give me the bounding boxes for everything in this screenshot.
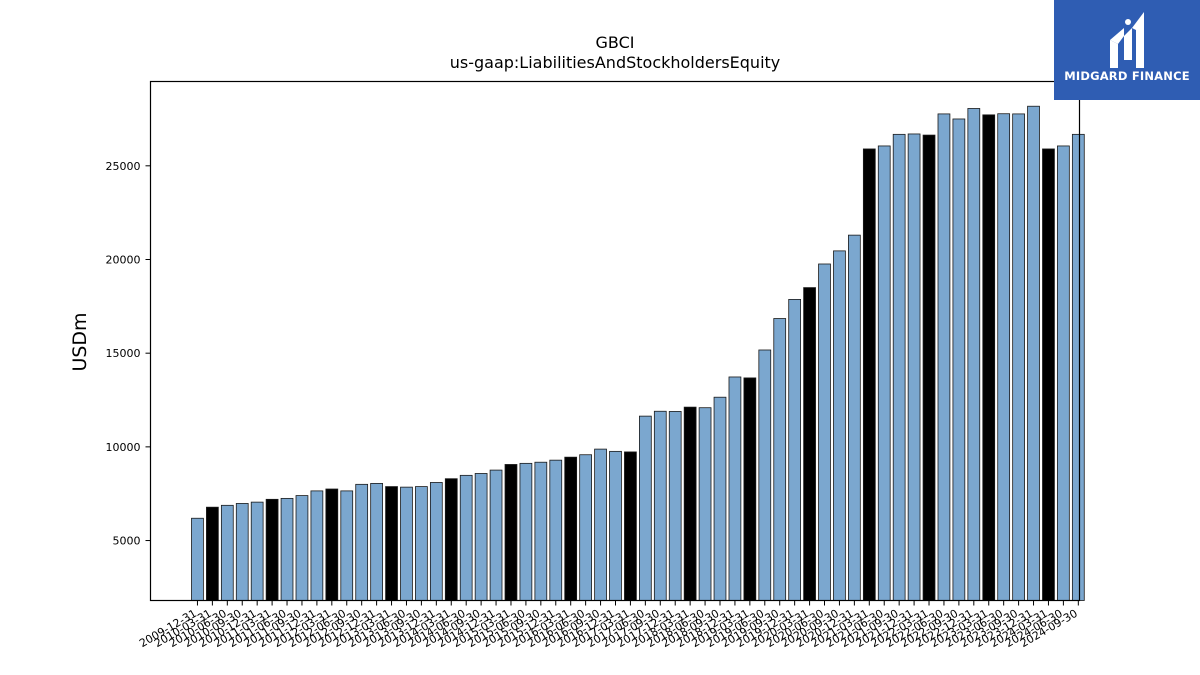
bar-2015-09-30: [534, 461, 548, 601]
bar-2018-03-31: [683, 406, 697, 601]
bar-2022-12-31: [967, 108, 981, 601]
bar-2013-12-31: [429, 482, 443, 601]
bar-2014-06-30: [459, 474, 473, 601]
bar-2019-12-31: [788, 299, 802, 601]
bar-2017-09-30: [653, 410, 667, 601]
bar-2015-12-31: [549, 459, 563, 601]
y-tick-label: 5000: [113, 535, 141, 548]
bar-2015-03-31: [504, 464, 518, 601]
bar-2010-03-31: [206, 506, 219, 601]
brand-name: MIDGARD FINANCE: [1064, 69, 1190, 83]
bar-2012-12-31: [370, 482, 383, 601]
bar-2011-09-30: [295, 495, 309, 601]
bar-2010-06-30: [220, 504, 234, 601]
bar-2012-09-30: [355, 483, 369, 601]
bar-2018-09-30: [713, 396, 727, 601]
bar-2021-06-30: [877, 145, 891, 601]
bar-2024-06-30: [1057, 145, 1070, 601]
bar-2019-06-30: [758, 349, 772, 601]
bar-2018-12-31: [728, 376, 742, 601]
bar-2017-03-31: [624, 451, 637, 601]
bar-2011-03-31: [265, 498, 279, 601]
bar-2009-12-31: [191, 517, 204, 601]
bar-2019-03-31: [743, 377, 757, 601]
bar-2013-03-31: [385, 486, 398, 601]
bar-2021-12-31: [907, 133, 921, 601]
bar-2020-03-31: [803, 287, 816, 601]
bar-2016-06-30: [579, 454, 592, 601]
bar-2011-06-30: [280, 497, 294, 601]
bar-2024-09-30: [1071, 133, 1085, 601]
brand-logo: MIDGARD FINANCE: [1054, 0, 1200, 100]
plot-frame: [149, 80, 1081, 602]
bar-2012-06-30: [340, 490, 354, 601]
bar-2021-09-30: [892, 133, 906, 601]
y-axis: 5000 10000 15000 20000 25000: [106, 160, 151, 548]
bar-2023-09-30: [1012, 113, 1025, 601]
bar-2023-12-31: [1027, 105, 1040, 601]
bar-2018-06-30: [698, 407, 712, 601]
bar-2014-09-30: [474, 473, 488, 601]
bar-2020-09-30: [833, 250, 846, 601]
x-axis: 2009-12-312010-03-312010-06-302010-09-30…: [137, 600, 1080, 650]
bar-2012-03-31: [325, 488, 339, 601]
y-tick-label: 10000: [106, 441, 141, 454]
bar-2014-12-31: [489, 469, 503, 601]
bar-2022-03-31: [922, 134, 936, 601]
y-axis-label: USDm: [69, 312, 91, 371]
y-tick-label: 20000: [106, 253, 141, 266]
bar-2024-03-31: [1042, 148, 1055, 601]
bar-2015-06-30: [519, 462, 533, 601]
bar-2020-06-30: [818, 263, 831, 601]
bar-2021-03-31: [862, 148, 876, 601]
bar-2017-12-31: [668, 411, 682, 601]
bar-2022-09-30: [952, 118, 966, 601]
bar-2023-03-31: [982, 114, 996, 601]
bars-group: [191, 105, 1085, 601]
bar-2016-12-31: [609, 450, 622, 601]
bar-2010-09-30: [235, 503, 249, 601]
bar-2011-12-31: [310, 490, 324, 601]
bar-2016-03-31: [564, 456, 578, 601]
bar-2020-12-31: [848, 234, 861, 601]
bar-2017-06-30: [639, 415, 652, 601]
y-tick-label: 25000: [106, 160, 141, 173]
bar-2013-06-30: [400, 486, 413, 601]
midgard-logo-icon: [1110, 12, 1144, 68]
bar-2010-12-31: [250, 501, 264, 601]
y-tick-label: 15000: [106, 347, 141, 360]
bar-2023-06-30: [997, 113, 1011, 601]
bar-2014-03-31: [444, 478, 458, 601]
bar-2019-09-30: [773, 318, 787, 601]
chart-title: GBCI: [596, 33, 635, 52]
bar-2016-09-30: [594, 448, 607, 601]
bar-2022-06-30: [937, 113, 951, 601]
chart-subtitle: us-gaap:LiabilitiesAndStockholdersEquity: [450, 53, 781, 72]
bar-2013-09-30: [415, 486, 428, 601]
